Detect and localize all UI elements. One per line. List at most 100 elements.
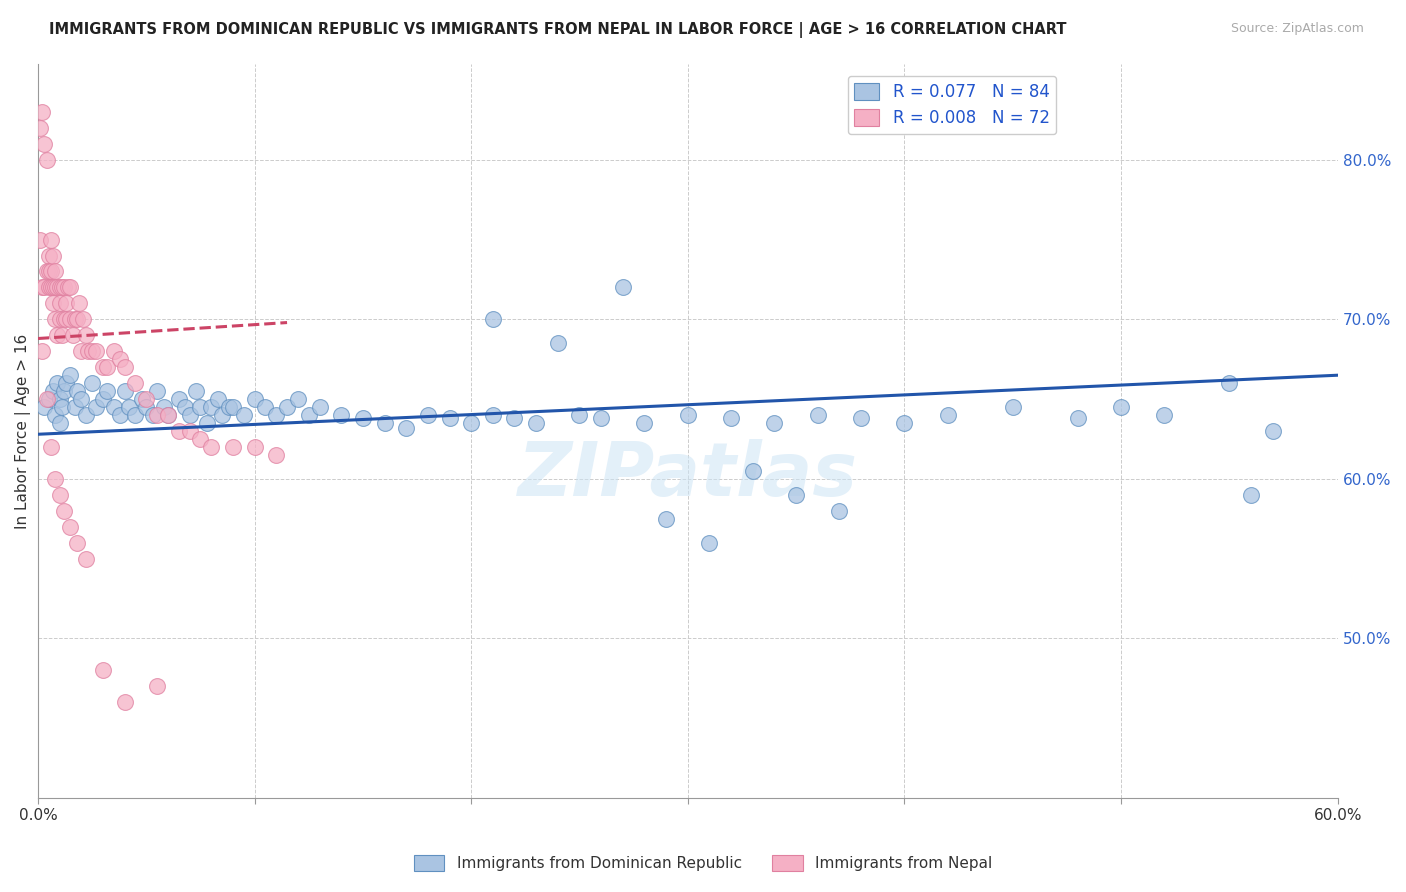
Point xyxy=(72,312,94,326)
Point xyxy=(156,408,179,422)
Point xyxy=(66,312,89,326)
Point xyxy=(63,312,86,326)
Point xyxy=(142,408,165,422)
Point xyxy=(55,376,77,391)
Point xyxy=(179,408,201,422)
Point xyxy=(179,424,201,438)
Point xyxy=(124,408,146,422)
Point xyxy=(30,233,52,247)
Point xyxy=(38,280,60,294)
Point xyxy=(75,328,97,343)
Point xyxy=(46,280,69,294)
Point xyxy=(38,392,60,406)
Point xyxy=(103,344,125,359)
Point xyxy=(352,411,374,425)
Point xyxy=(308,400,330,414)
Point xyxy=(633,416,655,430)
Point xyxy=(439,411,461,425)
Point xyxy=(39,264,62,278)
Point xyxy=(59,312,82,326)
Point xyxy=(31,104,53,119)
Point xyxy=(373,416,395,430)
Point xyxy=(785,488,807,502)
Point xyxy=(44,280,66,294)
Point xyxy=(298,408,321,422)
Point xyxy=(34,136,56,151)
Point xyxy=(46,328,69,343)
Point xyxy=(42,296,65,310)
Point xyxy=(66,535,89,549)
Point xyxy=(86,344,108,359)
Point xyxy=(58,280,80,294)
Point xyxy=(91,392,114,406)
Point xyxy=(51,400,73,414)
Point xyxy=(893,416,915,430)
Point xyxy=(39,440,62,454)
Point xyxy=(184,384,207,399)
Point xyxy=(114,384,136,399)
Point xyxy=(254,400,277,414)
Point xyxy=(42,280,65,294)
Point xyxy=(31,344,53,359)
Point xyxy=(48,488,70,502)
Point xyxy=(35,392,58,406)
Point xyxy=(146,679,169,693)
Point xyxy=(460,416,482,430)
Point xyxy=(42,384,65,399)
Point xyxy=(39,233,62,247)
Point xyxy=(52,280,75,294)
Point xyxy=(655,512,678,526)
Point xyxy=(52,384,75,399)
Point xyxy=(1109,400,1132,414)
Point xyxy=(174,400,197,414)
Point xyxy=(152,400,174,414)
Point xyxy=(55,296,77,310)
Point xyxy=(124,376,146,391)
Point xyxy=(91,664,114,678)
Point xyxy=(591,411,613,425)
Point xyxy=(75,551,97,566)
Point xyxy=(807,408,830,422)
Point xyxy=(135,400,157,414)
Point xyxy=(48,296,70,310)
Point xyxy=(38,248,60,262)
Point xyxy=(66,384,89,399)
Point xyxy=(39,280,62,294)
Legend: Immigrants from Dominican Republic, Immigrants from Nepal: Immigrants from Dominican Republic, Immi… xyxy=(408,849,998,877)
Point xyxy=(48,312,70,326)
Point xyxy=(849,411,872,425)
Point xyxy=(190,400,212,414)
Point xyxy=(195,416,218,430)
Point xyxy=(190,432,212,446)
Point xyxy=(59,368,82,383)
Point xyxy=(44,472,66,486)
Point xyxy=(44,264,66,278)
Point xyxy=(118,400,141,414)
Point xyxy=(62,328,84,343)
Point xyxy=(568,408,591,422)
Point xyxy=(211,408,233,422)
Point xyxy=(82,376,104,391)
Point xyxy=(48,280,70,294)
Point xyxy=(167,424,190,438)
Point xyxy=(110,352,132,367)
Point xyxy=(59,520,82,534)
Point xyxy=(330,408,353,422)
Point xyxy=(46,376,69,391)
Point xyxy=(131,392,153,406)
Point xyxy=(547,336,569,351)
Point xyxy=(63,400,86,414)
Point xyxy=(200,400,222,414)
Legend: R = 0.077   N = 84, R = 0.008   N = 72: R = 0.077 N = 84, R = 0.008 N = 72 xyxy=(848,76,1056,134)
Point xyxy=(763,416,786,430)
Point xyxy=(35,264,58,278)
Point xyxy=(86,400,108,414)
Point xyxy=(207,392,229,406)
Point xyxy=(232,408,254,422)
Point xyxy=(76,344,98,359)
Point xyxy=(96,360,118,375)
Point xyxy=(48,416,70,430)
Point xyxy=(222,400,245,414)
Point xyxy=(91,360,114,375)
Point xyxy=(1153,408,1175,422)
